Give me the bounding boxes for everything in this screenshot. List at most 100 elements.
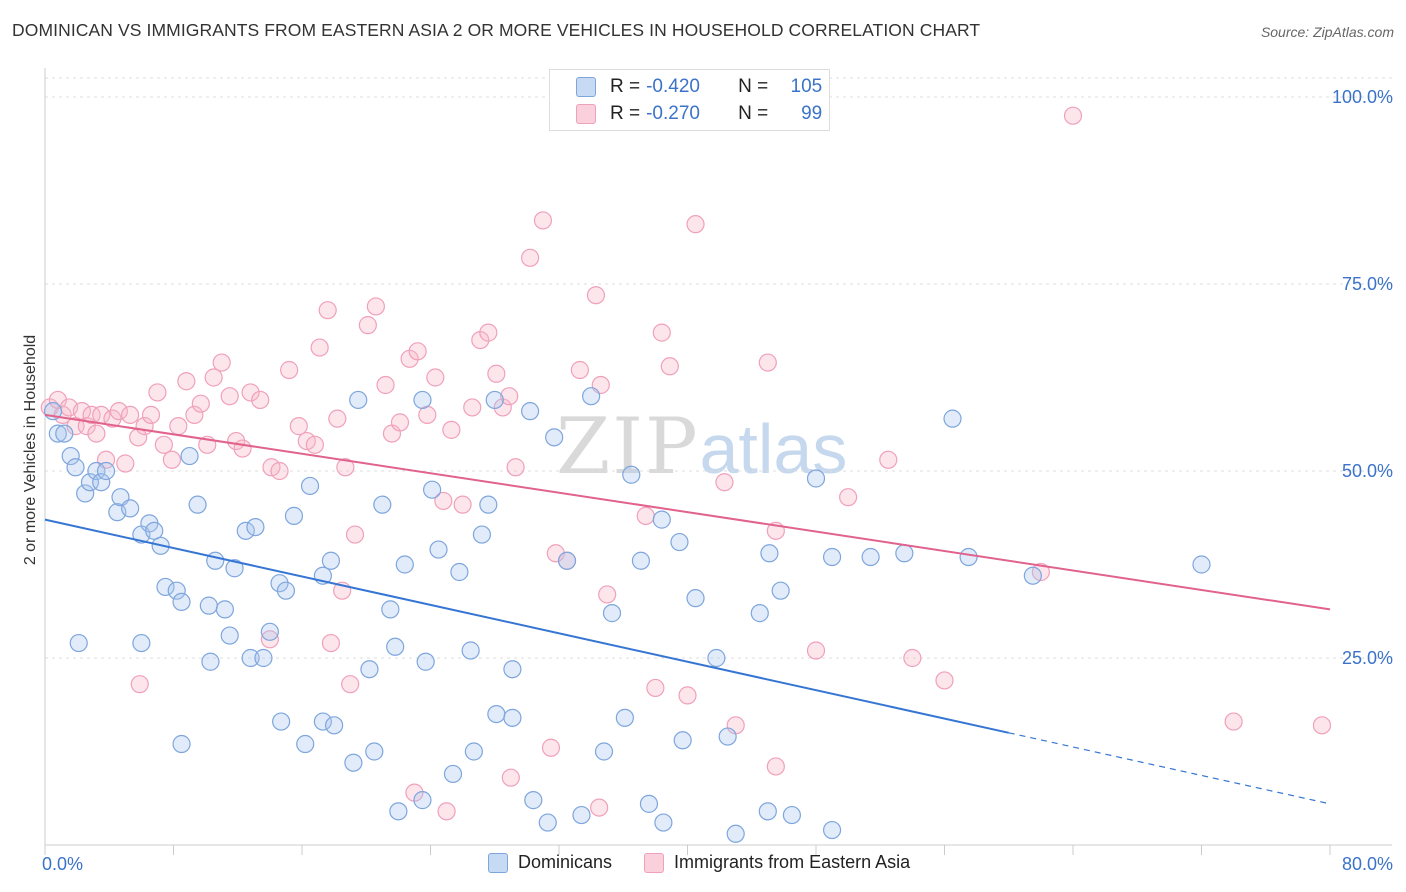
point-dominicans <box>241 648 260 668</box>
point-dominicans <box>450 562 469 582</box>
point-immigrants <box>1312 716 1332 735</box>
point-immigrants <box>169 417 188 436</box>
point-dominicans <box>673 731 692 750</box>
point-dominicans <box>822 820 842 840</box>
point-dominicans <box>96 461 116 481</box>
point-immigrants <box>586 286 606 305</box>
point-dominicans <box>66 458 85 477</box>
point-immigrants <box>212 353 231 372</box>
chart-source: Source: ZipAtlas.com <box>1260 24 1394 40</box>
point-dominicans <box>199 596 218 615</box>
point-dominicans <box>615 708 634 727</box>
point-immigrants <box>233 439 252 458</box>
point-immigrants <box>590 798 609 817</box>
series-legend-dominicans[interactable]: Dominicans <box>488 852 612 873</box>
point-dominicans <box>76 484 95 503</box>
point-immigrants <box>241 383 260 402</box>
point-immigrants <box>426 368 445 387</box>
point-immigrants <box>541 738 561 757</box>
point-dominicans <box>485 390 504 410</box>
legend-n-label: N = <box>738 76 769 97</box>
point-immigrants <box>289 417 308 436</box>
point-dominicans <box>121 499 140 518</box>
point-immigrants <box>280 360 299 380</box>
point-immigrants <box>487 364 506 383</box>
point-immigrants <box>879 450 898 469</box>
series-legend: Dominicans Immigrants from Eastern Asia <box>488 852 942 873</box>
point-immigrants <box>1224 712 1243 731</box>
point-immigrants <box>328 409 347 428</box>
point-immigrants <box>598 585 617 604</box>
point-dominicans <box>750 604 769 623</box>
point-dominicans <box>707 648 726 668</box>
point-dominicans <box>260 622 279 641</box>
point-dominicans <box>524 791 543 810</box>
legend-r-label: R = <box>610 76 641 97</box>
point-dominicans <box>69 633 88 653</box>
point-dominicans <box>167 581 186 600</box>
chart-title: DOMINICAN VS IMMIGRANTS FROM EASTERN ASI… <box>12 20 981 40</box>
point-immigrants <box>345 525 365 544</box>
point-immigrants <box>935 671 954 690</box>
x-tick-label: 80.0% <box>1342 854 1393 874</box>
point-dominicans <box>1023 566 1042 585</box>
point-immigrants <box>806 641 826 660</box>
point-dominicans <box>461 641 480 660</box>
point-immigrants <box>501 768 520 787</box>
point-dominicans <box>771 581 790 600</box>
y-tick-label: 75.0% <box>1342 274 1393 294</box>
point-immigrants <box>336 458 355 477</box>
series-swatch-dominicans <box>488 852 508 873</box>
x-tick-label: 0.0% <box>42 854 83 874</box>
point-dominicans <box>172 734 191 754</box>
point-dominicans <box>48 424 67 443</box>
legend-n-value: 105 <box>790 76 823 97</box>
point-dominicans <box>959 547 978 567</box>
point-dominicans <box>479 495 498 514</box>
point-immigrants <box>318 301 337 320</box>
point-dominicans <box>572 805 591 825</box>
point-dominicans <box>246 517 265 537</box>
point-dominicans <box>503 660 522 679</box>
point-dominicans <box>270 574 289 593</box>
point-dominicans <box>395 555 414 574</box>
point-dominicans <box>284 506 304 525</box>
point-immigrants <box>103 409 122 428</box>
point-immigrants <box>130 675 149 694</box>
y-tick-label: 100.0% <box>1332 87 1393 107</box>
point-immigrants <box>154 435 173 454</box>
point-immigrants <box>533 211 553 230</box>
point-dominicans <box>582 387 601 406</box>
point-dominicans <box>416 652 435 671</box>
legend-n-value: 99 <box>801 103 823 124</box>
series-legend-immigrants[interactable]: Immigrants from Eastern Asia <box>644 852 910 873</box>
point-immigrants <box>162 450 181 469</box>
point-dominicans <box>413 390 432 410</box>
point-dominicans <box>276 581 296 600</box>
point-immigrants <box>660 357 679 376</box>
point-dominicans <box>545 428 564 447</box>
watermark: ZIPatlas <box>556 402 847 492</box>
point-dominicans <box>806 469 826 488</box>
point-dominicans <box>718 727 737 746</box>
point-immigrants <box>500 387 519 406</box>
point-dominicans <box>861 547 880 567</box>
point-dominicans <box>557 551 577 570</box>
point-immigrants <box>366 297 385 316</box>
point-immigrants <box>141 405 161 424</box>
watermark-atlas: atlas <box>699 410 848 488</box>
series-label-dominicans: Dominicans <box>518 852 613 872</box>
point-immigrants <box>82 405 101 424</box>
point-immigrants <box>87 424 106 443</box>
point-dominicans <box>760 544 779 563</box>
point-dominicans <box>55 424 74 443</box>
point-immigrants <box>116 454 135 473</box>
legend-n-label: N = <box>738 103 769 124</box>
point-dominicans <box>429 540 448 559</box>
legend-swatch-dominicans <box>576 77 596 97</box>
point-dominicans <box>360 660 379 679</box>
point-dominicans <box>349 390 368 410</box>
point-immigrants <box>715 473 734 492</box>
point-dominicans <box>602 604 622 623</box>
